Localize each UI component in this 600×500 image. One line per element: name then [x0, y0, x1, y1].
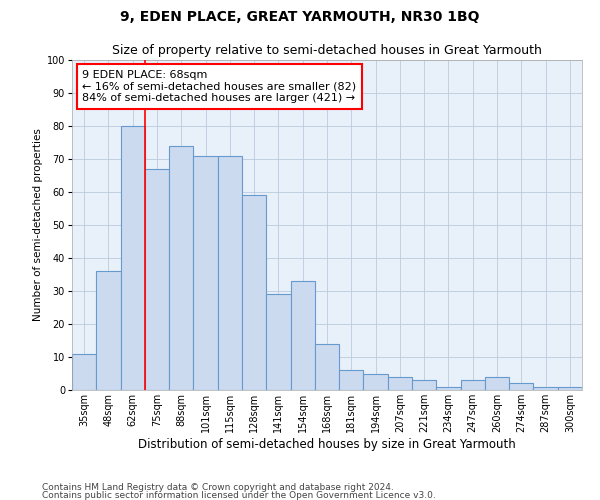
- Bar: [461, 380, 485, 390]
- Bar: [558, 386, 582, 390]
- Bar: [242, 196, 266, 390]
- Bar: [169, 146, 193, 390]
- Title: Size of property relative to semi-detached houses in Great Yarmouth: Size of property relative to semi-detach…: [112, 44, 542, 58]
- Bar: [364, 374, 388, 390]
- Text: Contains HM Land Registry data © Crown copyright and database right 2024.: Contains HM Land Registry data © Crown c…: [42, 484, 394, 492]
- Bar: [485, 377, 509, 390]
- Bar: [96, 271, 121, 390]
- Bar: [266, 294, 290, 390]
- Bar: [72, 354, 96, 390]
- Bar: [533, 386, 558, 390]
- Bar: [121, 126, 145, 390]
- Bar: [388, 377, 412, 390]
- Bar: [509, 384, 533, 390]
- Text: Contains public sector information licensed under the Open Government Licence v3: Contains public sector information licen…: [42, 490, 436, 500]
- Bar: [412, 380, 436, 390]
- Bar: [193, 156, 218, 390]
- X-axis label: Distribution of semi-detached houses by size in Great Yarmouth: Distribution of semi-detached houses by …: [138, 438, 516, 450]
- Text: 9 EDEN PLACE: 68sqm
← 16% of semi-detached houses are smaller (82)
84% of semi-d: 9 EDEN PLACE: 68sqm ← 16% of semi-detach…: [82, 70, 356, 103]
- Bar: [436, 386, 461, 390]
- Bar: [315, 344, 339, 390]
- Bar: [218, 156, 242, 390]
- Y-axis label: Number of semi-detached properties: Number of semi-detached properties: [32, 128, 43, 322]
- Text: 9, EDEN PLACE, GREAT YARMOUTH, NR30 1BQ: 9, EDEN PLACE, GREAT YARMOUTH, NR30 1BQ: [120, 10, 480, 24]
- Bar: [145, 169, 169, 390]
- Bar: [339, 370, 364, 390]
- Bar: [290, 281, 315, 390]
